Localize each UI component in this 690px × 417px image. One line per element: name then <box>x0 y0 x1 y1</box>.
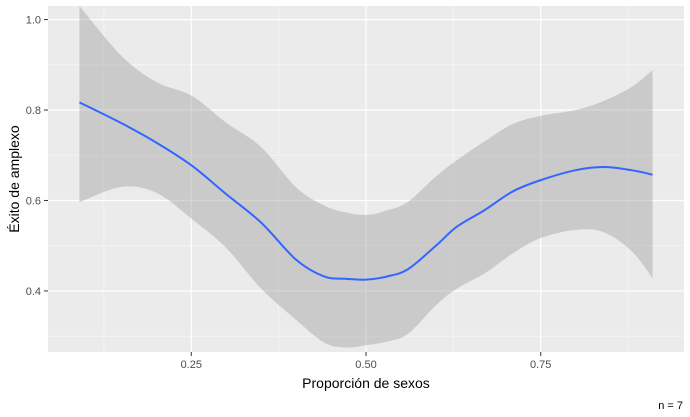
smooth-line <box>79 101 653 281</box>
y-tick-label: 0.4 <box>26 286 41 298</box>
y-axis: 0.4 0.6 0.8 1.0 <box>26 15 48 298</box>
x-tick-label: 0.25 <box>181 359 202 371</box>
y-tick-label: 0.8 <box>26 105 41 117</box>
x-tick-label: 0.50 <box>355 359 376 371</box>
x-tick-label: 0.75 <box>530 359 551 371</box>
y-tick-label: 1.0 <box>26 15 41 27</box>
grid-major <box>48 6 684 352</box>
x-axis: 0.25 0.50 0.75 <box>181 352 551 371</box>
x-axis-title: Proporción de sexos <box>302 375 430 391</box>
caption: n = 7 <box>658 400 683 412</box>
y-tick-label: 0.6 <box>26 195 41 207</box>
y-axis-title: Éxito de amplexo <box>6 125 22 233</box>
